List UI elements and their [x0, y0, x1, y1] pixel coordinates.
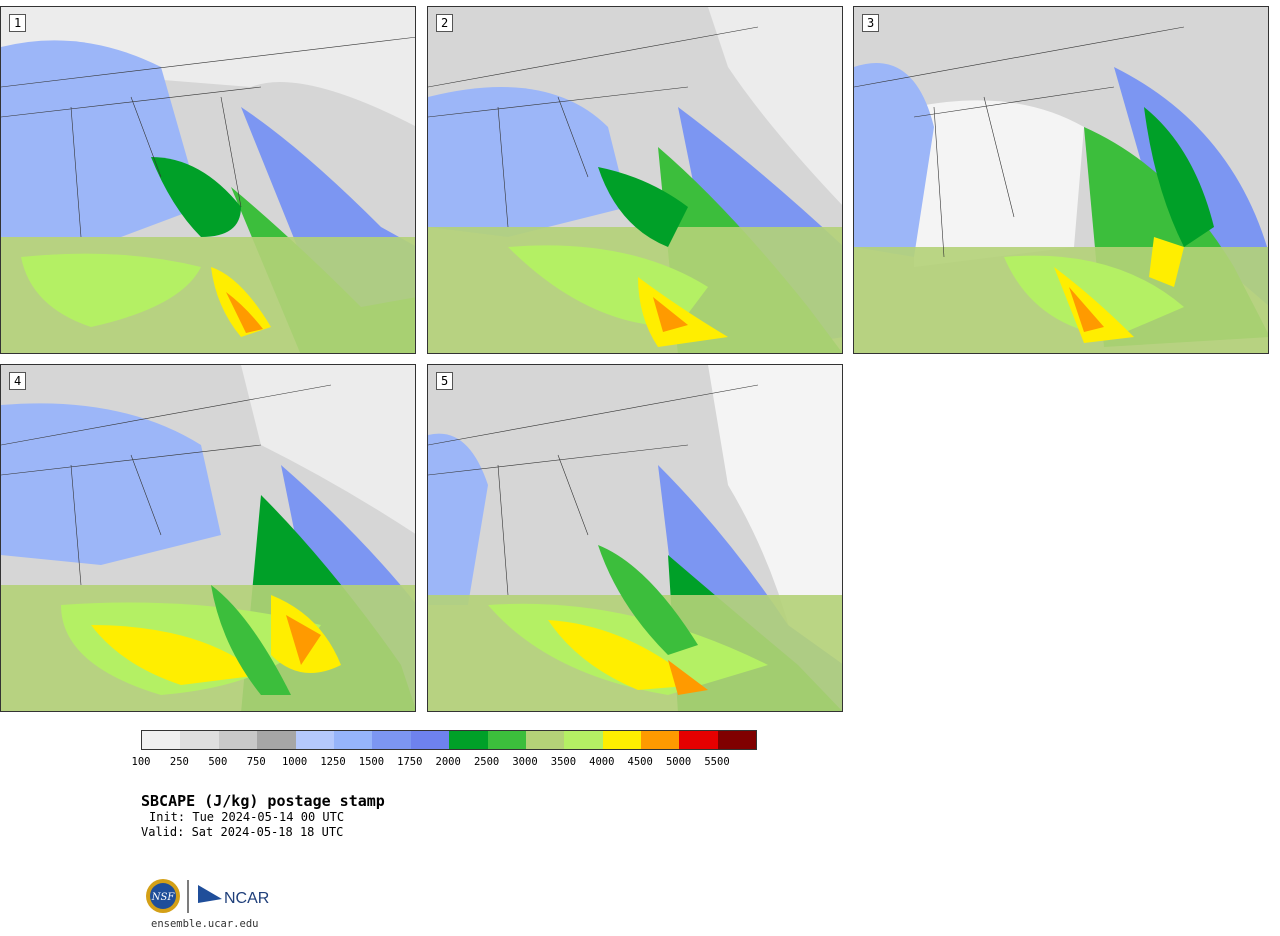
- colorbar-tick-label: 1000: [281, 756, 308, 768]
- member-panel-3: 3: [853, 6, 1269, 354]
- sbcape-map-5: [428, 365, 842, 711]
- member-panel-1: 1: [0, 6, 416, 354]
- colorbar-swatch: [525, 731, 565, 749]
- colorbar-swatch: [602, 731, 642, 749]
- member-label: 4: [9, 372, 27, 390]
- colorbar-tick-label: 4500: [627, 756, 653, 768]
- ncar-logo: NCAR: [198, 885, 269, 907]
- colorbar-swatch: [449, 731, 488, 749]
- logo-graphics: NSF NCAR: [146, 879, 269, 913]
- member-label: 2: [436, 14, 454, 32]
- colorbar-swatch: [679, 731, 718, 749]
- colorbar-swatch: [257, 731, 296, 749]
- colorbar-swatch: [641, 731, 680, 749]
- product-title: SBCAPE (J/kg) postage stamp: [141, 792, 385, 810]
- member-label: 3: [862, 14, 880, 32]
- member-panel-5: 5: [427, 364, 843, 712]
- nsf-logo: NSF: [146, 879, 180, 913]
- colorbar-swatch: [410, 731, 450, 749]
- member-panel-4: 4: [0, 364, 416, 712]
- colorbar: [141, 730, 758, 750]
- member-label: 5: [436, 372, 454, 390]
- colorbar-tick-label: 2000: [435, 756, 461, 768]
- colorbar-swatch: [142, 731, 181, 749]
- colorbar-tick-label: 5500: [704, 756, 730, 768]
- sbcape-map-2: [428, 7, 842, 353]
- colorbar-swatch: [564, 731, 603, 749]
- colorbar-tick-label: 500: [208, 756, 228, 768]
- colorbar-tick-label: 2500: [473, 756, 500, 768]
- sbcape-map-1: [1, 7, 415, 353]
- ncar-logo-text: NCAR: [224, 890, 269, 907]
- init-time: Init: Tue 2024-05-14 00 UTC: [149, 810, 345, 824]
- colorbar-tick-label: 1500: [358, 756, 385, 768]
- colorbar-swatch: [717, 731, 757, 749]
- colorbar-tick-label: 100: [131, 756, 151, 768]
- logos: NSF NCAR: [144, 877, 274, 917]
- member-label: 1: [9, 14, 27, 32]
- site-url: ensemble.ucar.edu: [151, 918, 259, 930]
- colorbar-tick-label: 1750: [397, 756, 423, 768]
- colorbar-tick-label: 1250: [320, 756, 346, 768]
- colorbar-swatch: [487, 731, 526, 749]
- colorbar-swatch: [333, 731, 373, 749]
- colorbar-swatch: [180, 731, 219, 749]
- colorbar-tick-label: 3000: [512, 756, 538, 768]
- colorbar-tick-label: 4000: [589, 756, 615, 768]
- colorbar-swatch: [295, 731, 334, 749]
- nsf-logo-text: NSF: [151, 892, 176, 903]
- valid-time: Valid: Sat 2024-05-18 18 UTC: [141, 825, 344, 839]
- member-panel-2: 2: [427, 6, 843, 354]
- colorbar-tick-label: 250: [169, 756, 189, 768]
- colorbar-tick-label: 5000: [665, 756, 692, 768]
- colorbar-swatch: [372, 731, 411, 749]
- sbcape-map-3: [854, 7, 1268, 353]
- colorbar-swatch: [218, 731, 258, 749]
- sbcape-map-4: [1, 365, 415, 711]
- colorbar-tick-label: 3500: [550, 756, 577, 768]
- colorbar-tick-label: 750: [246, 756, 266, 768]
